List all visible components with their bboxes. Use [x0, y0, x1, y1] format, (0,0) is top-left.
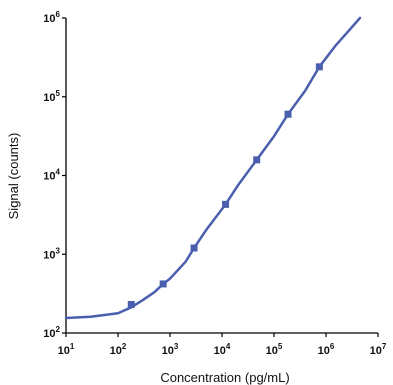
- data-series: [64, 16, 362, 320]
- data-point: [284, 110, 292, 118]
- x-tick-label: 103: [162, 342, 179, 357]
- y-tick-label: 102: [43, 325, 60, 340]
- y-tick-label: 104: [43, 168, 60, 183]
- y-tick-label: 105: [43, 89, 60, 104]
- tick-marks: [62, 17, 379, 337]
- x-tick-label: 104: [214, 342, 231, 357]
- data-point: [127, 301, 135, 309]
- data-point: [190, 244, 198, 252]
- x-axis-label: Concentration (pg/mL): [160, 370, 289, 385]
- data-point: [253, 156, 261, 164]
- x-tick-label: 105: [266, 342, 283, 357]
- data-point: [222, 200, 230, 208]
- y-axis-label: Signal (counts): [6, 133, 21, 220]
- y-tick-label: 103: [43, 246, 60, 261]
- x-tick-labels: 101 102 103 104 105 106 107: [58, 342, 387, 357]
- fit-curve: [64, 16, 362, 320]
- x-tick-label: 107: [370, 342, 387, 357]
- data-point: [315, 63, 323, 71]
- x-tick-label: 101: [58, 342, 75, 357]
- x-tick-label: 102: [110, 342, 127, 357]
- data-point: [159, 280, 167, 288]
- y-tick-labels: 102 103 104 105 106: [43, 10, 60, 340]
- y-tick-label: 106: [43, 10, 60, 25]
- axes: [65, 18, 378, 334]
- x-tick-label: 106: [318, 342, 335, 357]
